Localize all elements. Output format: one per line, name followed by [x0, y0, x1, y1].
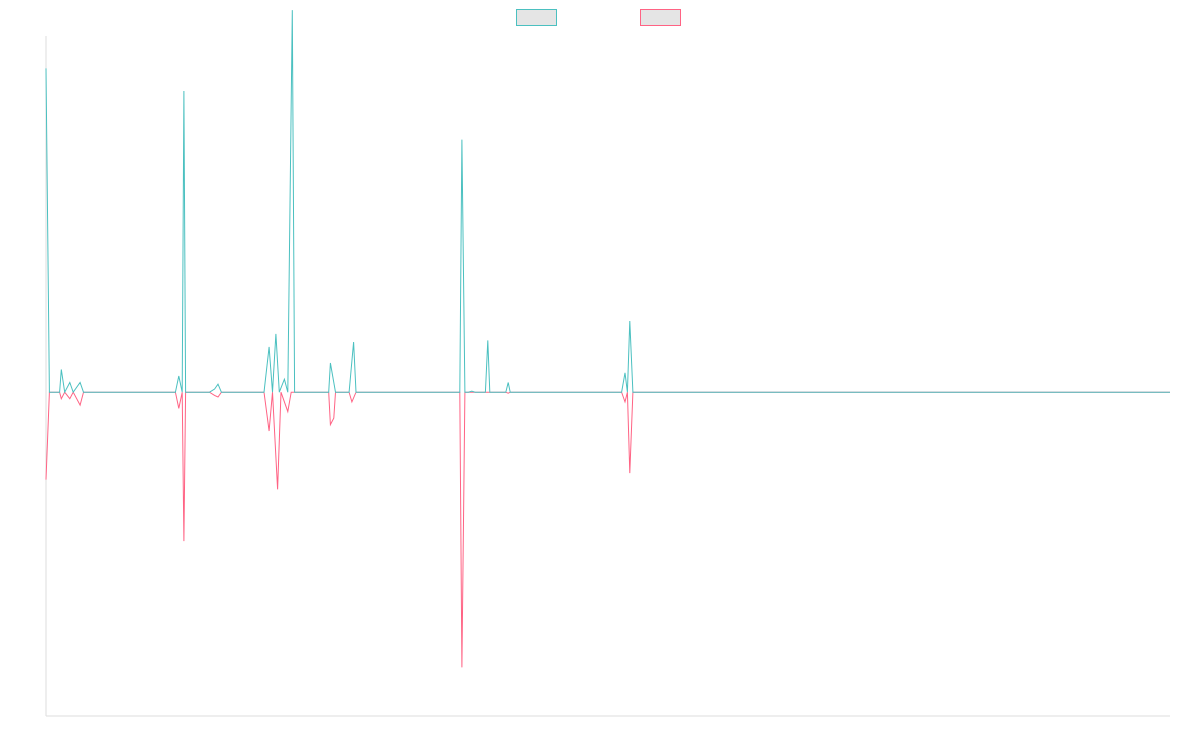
series-line-2 [45, 391, 1170, 668]
series-lines [45, 10, 1170, 668]
legend [516, 9, 681, 26]
legend-swatch-1[interactable] [516, 9, 557, 26]
axes [45, 36, 1170, 717]
legend-swatch-2[interactable] [640, 9, 681, 26]
series-line-1 [45, 10, 1170, 394]
